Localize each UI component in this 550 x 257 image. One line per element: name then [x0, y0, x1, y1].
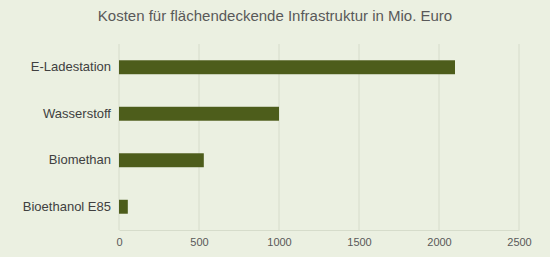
- bars: [119, 60, 455, 213]
- tick: 1500: [347, 230, 371, 248]
- bar: [119, 153, 204, 167]
- tick-label: 2000: [427, 236, 451, 248]
- grid: [119, 44, 519, 230]
- tick: Biomethan: [49, 152, 119, 167]
- tick: 0: [116, 230, 122, 248]
- tick: E-Ladestation: [31, 59, 119, 74]
- tick-label: 0: [116, 236, 122, 248]
- x-axis: 0 500 1000 1500 2000 2500: [116, 230, 531, 248]
- axis-line: [120, 230, 520, 231]
- category-label: Wasserstoff: [43, 106, 111, 121]
- axis-line: [119, 45, 120, 231]
- tick-label: 1500: [347, 236, 371, 248]
- tick: 2500: [507, 230, 531, 248]
- tick-label: 500: [190, 236, 208, 248]
- category-label: E-Ladestation: [31, 59, 111, 74]
- tick: Wasserstoff: [43, 106, 119, 121]
- category-label: Bioethanol E85: [23, 199, 111, 214]
- bar: [119, 60, 455, 74]
- chart: Kosten für flächendeckende Infrastruktur…: [0, 0, 550, 257]
- background: [0, 0, 550, 257]
- tick: Bioethanol E85: [23, 199, 119, 214]
- y-axis: E-Ladestation Wasserstoff Biomethan Bioetha…: [23, 45, 120, 231]
- grid-line: [519, 44, 520, 230]
- category-label: Biomethan: [49, 152, 111, 167]
- tick-label: 1000: [267, 236, 291, 248]
- tick: 2000: [427, 230, 451, 248]
- title: Kosten für flächendeckende Infrastruktur…: [98, 7, 452, 24]
- tick: 1000: [267, 230, 291, 248]
- bar: [119, 107, 279, 121]
- bar: [119, 200, 128, 214]
- tick-label: 2500: [507, 236, 531, 248]
- tick: 500: [190, 230, 208, 248]
